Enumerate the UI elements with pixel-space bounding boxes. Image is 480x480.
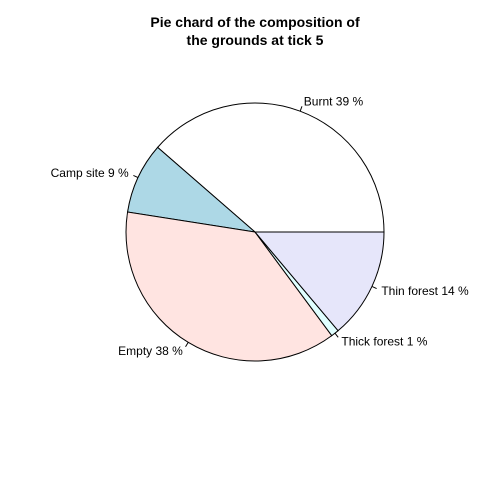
pie-label-tick-thin-forest (371, 285, 377, 290)
chart-title-line-1: Pie chard of the composition of (150, 14, 360, 30)
pie-label-tick-thick-forest (334, 332, 339, 338)
pie-label-camp-site: Camp site 9 % (51, 166, 129, 180)
pie-label-tick-camp-site (133, 174, 139, 179)
pie-label-tick-burnt (299, 106, 303, 112)
pie-label-thin-forest: Thin forest 14 % (381, 284, 469, 298)
pie-label-empty: Empty 38 % (118, 344, 183, 358)
pie-label-tick-empty (185, 342, 189, 348)
pie-label-thick-forest: Thick forest 1 % (341, 334, 427, 348)
chart-title-line-2: the grounds at tick 5 (187, 32, 324, 48)
pie-slice-burnt (156, 102, 385, 233)
pie-slice-empty (125, 211, 333, 362)
pie-label-burnt: Burnt 39 % (304, 95, 364, 109)
